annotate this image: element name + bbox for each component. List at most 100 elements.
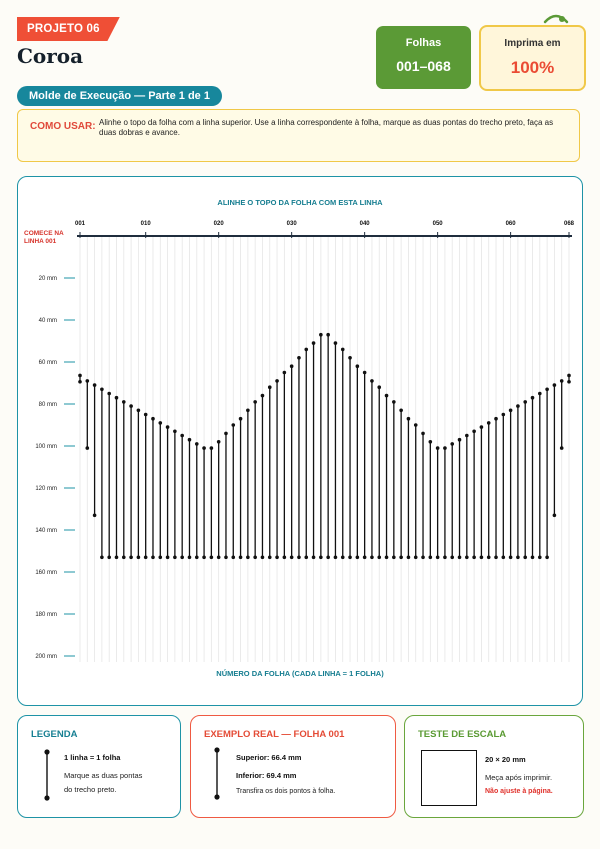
segment-top-point <box>326 332 330 337</box>
segment-top-point <box>180 433 184 438</box>
segment-top-point <box>100 387 104 392</box>
segment-top-point <box>362 370 367 375</box>
segment-bottom-point <box>260 555 265 560</box>
segment-top-point <box>340 347 345 352</box>
y-tick-label: 180 mm <box>35 612 57 618</box>
segment-bottom-point <box>465 555 469 560</box>
x-tick-label: 060 <box>506 221 517 227</box>
segment-bottom-point <box>187 555 192 560</box>
segment-top-point <box>121 400 126 404</box>
scale-test-square <box>421 750 477 806</box>
segment-top-point <box>501 412 506 417</box>
segment-top-point <box>538 391 542 396</box>
segment-bottom-point <box>246 555 250 560</box>
segment-bottom-point <box>151 555 155 560</box>
how-to-use-label: COMO USAR: <box>30 121 96 132</box>
segment-bottom-point <box>238 555 243 560</box>
segment-top-point <box>224 431 228 436</box>
segment-bottom-point <box>231 555 236 560</box>
segment-top-point <box>289 364 294 368</box>
segment-bottom-point <box>275 555 279 560</box>
segment-bottom-point <box>143 555 148 560</box>
segment-top-point <box>92 383 97 387</box>
segment-bottom-point <box>333 555 338 560</box>
segment-bottom-point <box>508 555 513 560</box>
segment-top-point <box>392 400 396 404</box>
segment-bottom-point <box>180 555 184 560</box>
segment-top-point <box>107 391 111 396</box>
segment-bottom-point <box>326 555 330 560</box>
segment-top-point <box>333 341 338 345</box>
segment-bottom-point <box>494 555 498 560</box>
segment-bottom-point <box>209 555 214 560</box>
segment-bottom-point <box>340 555 345 560</box>
segment-bottom-point <box>530 555 535 560</box>
page-title: Coroa <box>17 44 84 68</box>
example-title: EXEMPLO REAL — FOLHA 001 <box>204 729 345 740</box>
segment-bottom-point <box>173 555 177 560</box>
segment-top-point <box>158 421 163 425</box>
segment-top-point <box>421 431 425 436</box>
segment-top-point <box>151 416 155 421</box>
segment-bottom-point <box>165 555 170 560</box>
segment-bottom-point <box>370 555 374 560</box>
segment-bottom-point <box>450 555 455 560</box>
segment-top-point <box>246 408 250 413</box>
sheets-value: 001–068 <box>396 58 451 74</box>
start-note-line-1: COMECE NA <box>24 230 64 237</box>
segment-bottom-point <box>384 555 389 560</box>
segment-top-point <box>508 408 513 413</box>
segment-top-point <box>319 332 323 337</box>
segment-bottom-point <box>224 555 228 560</box>
y-tick-label: 140 mm <box>35 528 57 534</box>
segment-top-point <box>457 437 462 442</box>
segment-top-point <box>530 395 535 400</box>
segment-bottom-point <box>348 555 352 560</box>
y-tick-label: 60 mm <box>39 360 57 366</box>
segment-bottom-point <box>319 555 323 560</box>
segment-top-point <box>231 423 236 427</box>
part-pill: Molde de Execução — Parte 1 de 1 <box>17 86 222 106</box>
segment-top-point <box>267 385 272 389</box>
segment-bottom-point <box>486 555 491 560</box>
print-value: 100% <box>510 58 555 77</box>
segment-top-point <box>523 400 528 404</box>
segment-top-point <box>136 408 141 413</box>
segment-top-point <box>559 379 564 383</box>
segment-top-point <box>406 416 411 421</box>
segment-bottom-point <box>311 555 316 560</box>
segment-top-point <box>253 400 257 404</box>
segment-bottom-point <box>289 555 294 560</box>
y-tick-label: 160 mm <box>35 570 57 576</box>
segment-bottom-point <box>377 555 382 560</box>
segment-bottom-point <box>406 555 411 560</box>
segment-bottom-point <box>304 555 309 560</box>
segment-top-point <box>282 370 287 375</box>
segment-top-point <box>472 429 476 434</box>
legend-line-1: 1 linha = 1 folha <box>64 753 121 762</box>
example-top-value: Superior: 66.4 mm <box>236 753 302 762</box>
segment-bottom-point <box>392 555 396 560</box>
legend-title: LEGENDA <box>31 729 78 740</box>
segment-bottom-point <box>297 555 301 560</box>
segment-top-point <box>494 416 498 421</box>
segment-bottom-point <box>538 555 542 560</box>
segment-bottom-point <box>545 555 549 560</box>
segment-top-point <box>435 446 440 450</box>
segment-bottom-point <box>158 555 163 560</box>
segment-top-point <box>114 395 119 400</box>
legend-box: LEGENDA 1 linha = 1 folha Marque as duas… <box>17 715 181 818</box>
segment-bottom-point <box>479 555 484 560</box>
segment-bottom-point <box>443 555 447 560</box>
segment-bottom-point <box>523 555 528 560</box>
example-bottom-value: Inferior: 69.4 mm <box>236 771 297 780</box>
segment-top-point <box>450 442 455 446</box>
segment-top-point <box>486 421 491 425</box>
segment-top-point <box>78 373 82 378</box>
x-tick-label: 010 <box>141 221 152 227</box>
segment-bottom-point <box>516 555 520 560</box>
segment-bottom-point <box>202 555 206 560</box>
segment-top-point <box>297 356 301 360</box>
segment-top-point <box>202 446 206 450</box>
segment-bottom-point <box>501 555 506 560</box>
